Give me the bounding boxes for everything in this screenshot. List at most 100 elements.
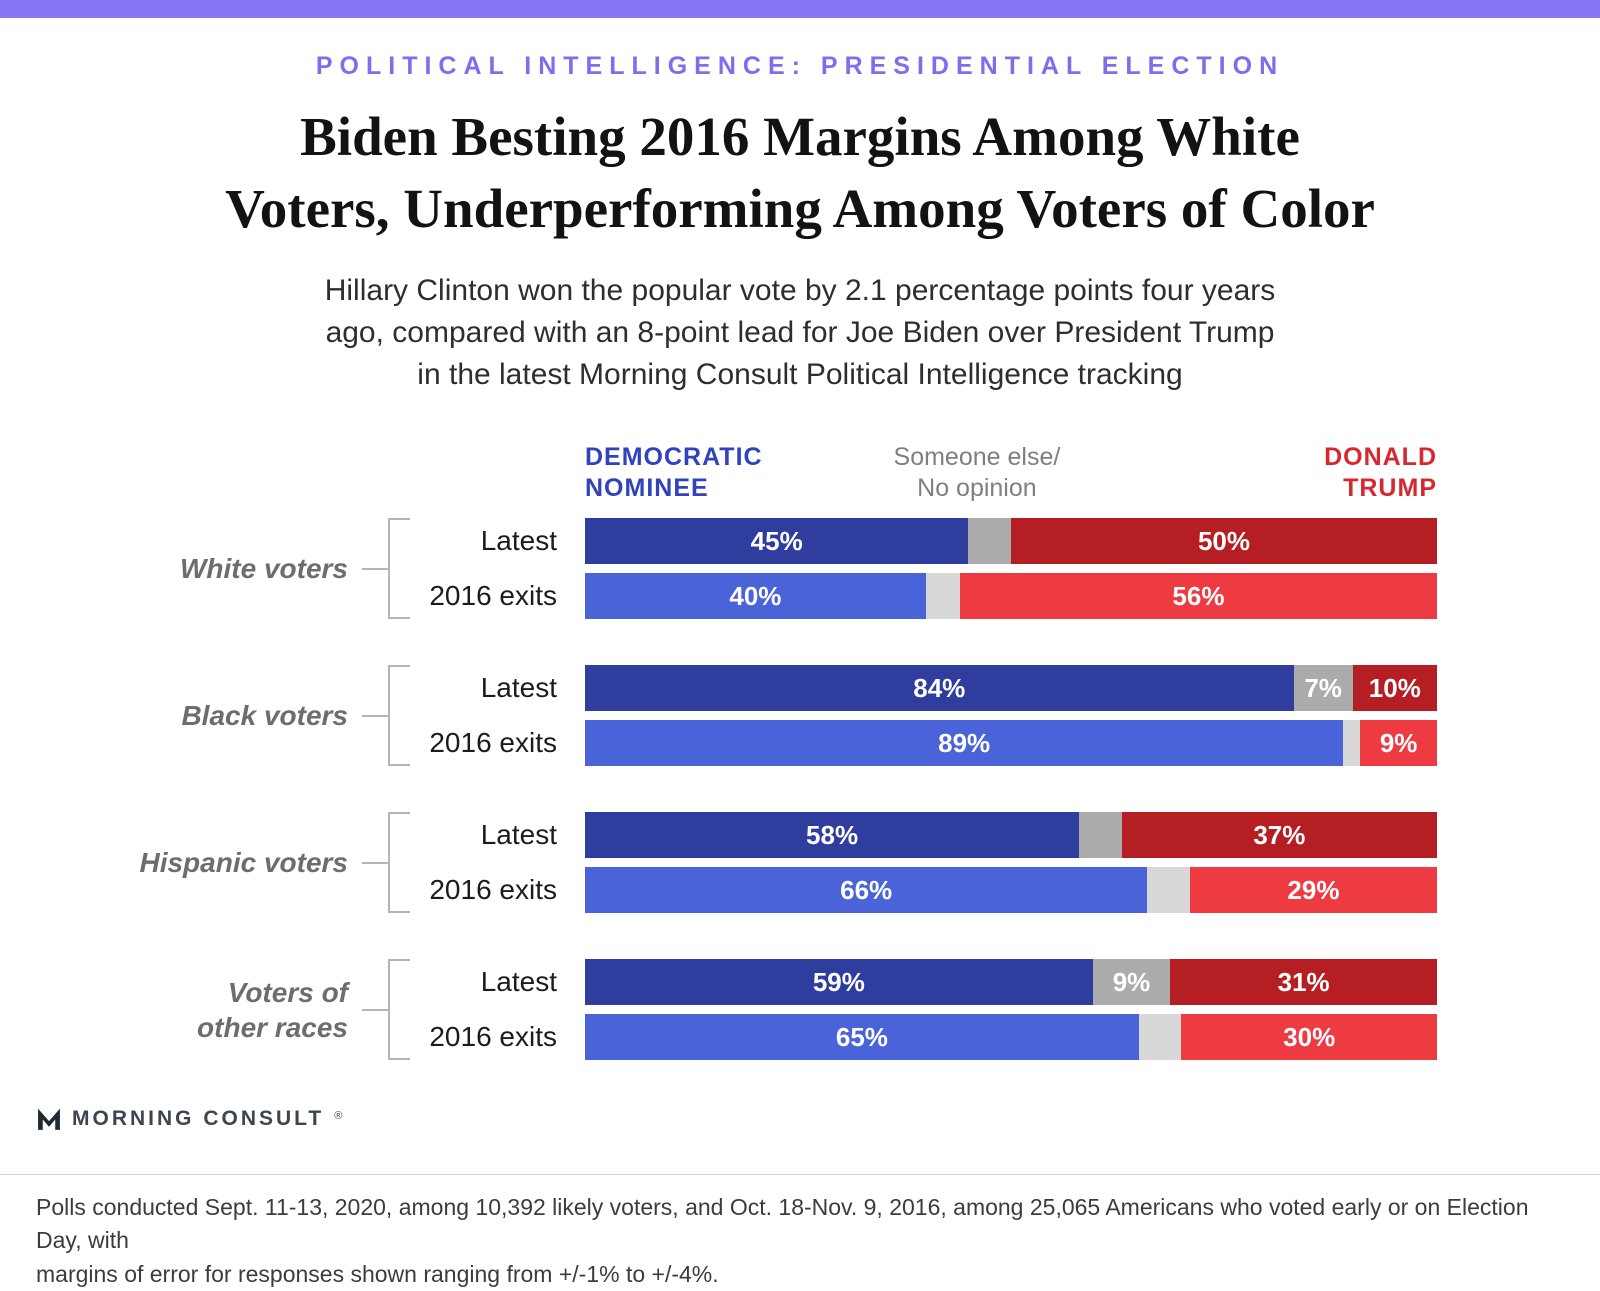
bar-value-label: 9%: [1112, 966, 1151, 997]
chart-group: Voters of other races Latest 59% 9% 31% 2016 …: [0, 959, 1437, 1060]
group-label: Voters of other races: [197, 976, 348, 1043]
footnote: Polls conducted Sept. 11-13, 2020, among…: [36, 1194, 1529, 1287]
group-label-block: Voters of other races: [0, 959, 410, 1060]
bar-row-label: 2016 exits: [429, 874, 557, 905]
bar-segment-other: [1138, 1014, 1182, 1060]
bar-value-label: 66%: [840, 874, 893, 905]
bar-segment-other: [1147, 867, 1190, 913]
bar-value-label: 40%: [729, 580, 782, 611]
bar-value-label: 45%: [750, 525, 803, 556]
subtitle: Hillary Clinton won the popular vote by …: [324, 274, 1276, 391]
stacked-bar: 65% 30%: [585, 1014, 1437, 1060]
chart-legend: DEMOCRATIC NOMINEE Someone else/ No opin…: [585, 438, 1437, 504]
bar-segment-trump: 30%: [1181, 1014, 1437, 1060]
bar-value-label: 10%: [1368, 672, 1421, 703]
bar-row-label: Latest: [480, 819, 557, 850]
footer-divider: [0, 1174, 1600, 1175]
group-label-block: Hispanic voters: [0, 812, 410, 913]
bar-row-label: 2016 exits: [429, 727, 557, 758]
group-bracket: [388, 665, 410, 766]
bar-row: 2016 exits 40% 56%: [410, 573, 1437, 619]
bar-value-label: 56%: [1172, 580, 1225, 611]
chart-group: Black voters Latest 84% 7% 10% 2016 exits 89% 9…: [0, 665, 1437, 766]
bar-segment-trump: 31%: [1170, 959, 1437, 1005]
bar-segment-trump: 10%: [1352, 665, 1437, 711]
group-bracket: [388, 518, 410, 619]
top-accent-bar: [0, 0, 1600, 18]
group-label: Black voters: [181, 700, 348, 731]
bar-segment-dem: 45%: [585, 518, 969, 564]
chart-groups: White voters Latest 45% 50% 2016 exits 40% 56%…: [0, 518, 1437, 1060]
bar-segment-other: 7%: [1293, 665, 1353, 711]
footer: MORNING CONSULT ® Polls conducted Sept. …: [0, 1106, 1600, 1291]
bar-value-label: 7%: [1304, 672, 1342, 703]
bar-row: Latest 84% 7% 10%: [410, 665, 1437, 711]
bar-segment-trump: 56%: [959, 573, 1437, 619]
bracket-connector-line: [362, 567, 388, 570]
stacked-bar: 89% 9%: [585, 720, 1437, 766]
chart-group: Hispanic voters Latest 58% 37% 2016 exits 66%…: [0, 812, 1437, 913]
bar-value-label: 59%: [812, 966, 865, 997]
bar-row-label: Latest: [480, 672, 557, 703]
group-bracket: [388, 812, 410, 913]
stacked-bar: 66% 29%: [585, 867, 1437, 913]
bracket-connector-line: [362, 714, 388, 717]
bar-segment-trump: 29%: [1189, 867, 1437, 913]
morning-consult-logo-icon: [38, 1108, 60, 1130]
group-rows: Latest 45% 50% 2016 exits 40% 56%: [410, 518, 1437, 619]
legend-democratic-nominee: DEMOCRATIC NOMINEE: [585, 442, 763, 502]
legend-donald-trump: DONALD TRUMP: [1324, 442, 1437, 502]
bar-segment-trump: 37%: [1121, 812, 1437, 858]
group-label: White voters: [179, 553, 348, 584]
bar-segment-dem: 89%: [585, 720, 1344, 766]
stacked-bar: 45% 50%: [585, 518, 1437, 564]
bar-value-label: 37%: [1253, 819, 1306, 850]
bar-segment-trump: 50%: [1010, 518, 1437, 564]
bar-value-label: 84%: [913, 672, 966, 703]
bar-segment-dem: 66%: [585, 867, 1148, 913]
bar-value-label: 9%: [1379, 727, 1418, 758]
bar-value-label: 89%: [938, 727, 991, 758]
bar-segment-other: 9%: [1092, 959, 1171, 1005]
bar-segment-other: [1079, 812, 1122, 858]
group-label: Hispanic voters: [139, 847, 348, 878]
bar-row-label: 2016 exits: [429, 580, 557, 611]
bar-segment-dem: 65%: [585, 1014, 1139, 1060]
bar-segment-trump: 9%: [1360, 720, 1437, 766]
bar-value-label: 29%: [1287, 874, 1340, 905]
bar-segment-dem: 59%: [585, 959, 1093, 1005]
stacked-bar: 40% 56%: [585, 573, 1437, 619]
bar-segment-dem: 84%: [585, 665, 1294, 711]
bar-value-label: 50%: [1197, 525, 1250, 556]
bar-segment-other: [968, 518, 1011, 564]
group-rows: Latest 58% 37% 2016 exits 66% 29%: [410, 812, 1437, 913]
bar-value-label: 65%: [835, 1021, 888, 1052]
page-title: Biden Besting 2016 Margins Among White V…: [225, 106, 1375, 239]
bar-row: 2016 exits 66% 29%: [410, 867, 1437, 913]
group-rows: Latest 59% 9% 31% 2016 exits 65% 30%: [410, 959, 1437, 1060]
morning-consult-logo: MORNING CONSULT ®: [36, 1106, 1600, 1132]
stacked-bar: 59% 9% 31%: [585, 959, 1437, 1005]
bracket-connector-line: [362, 861, 388, 864]
bar-row-label: Latest: [480, 966, 557, 997]
legend-someone-else: Someone else/ No opinion: [893, 442, 1061, 502]
bar-row: 2016 exits 89% 9%: [410, 720, 1437, 766]
group-label-block: White voters: [0, 518, 410, 619]
group-bracket: [388, 959, 410, 1060]
bracket-connector-line: [362, 1008, 388, 1011]
group-label-block: Black voters: [0, 665, 410, 766]
bar-row-label: Latest: [480, 525, 557, 556]
bar-row: 2016 exits 65% 30%: [410, 1014, 1437, 1060]
bar-value-label: 58%: [806, 819, 859, 850]
registered-mark: ®: [334, 1110, 343, 1122]
bar-segment-dem: 58%: [585, 812, 1080, 858]
stacked-bar: 84% 7% 10%: [585, 665, 1437, 711]
bar-row: Latest 45% 50%: [410, 518, 1437, 564]
bar-row: Latest 58% 37%: [410, 812, 1437, 858]
chart-group: White voters Latest 45% 50% 2016 exits 40% 56%: [0, 518, 1437, 619]
bar-row: Latest 59% 9% 31%: [410, 959, 1437, 1005]
stacked-bar: 58% 37%: [585, 812, 1437, 858]
eyebrow-kicker: POLITICAL INTELLIGENCE: PRESIDENTIAL ELE…: [315, 52, 1285, 80]
brand-name: MORNING CONSULT: [72, 1107, 325, 1130]
